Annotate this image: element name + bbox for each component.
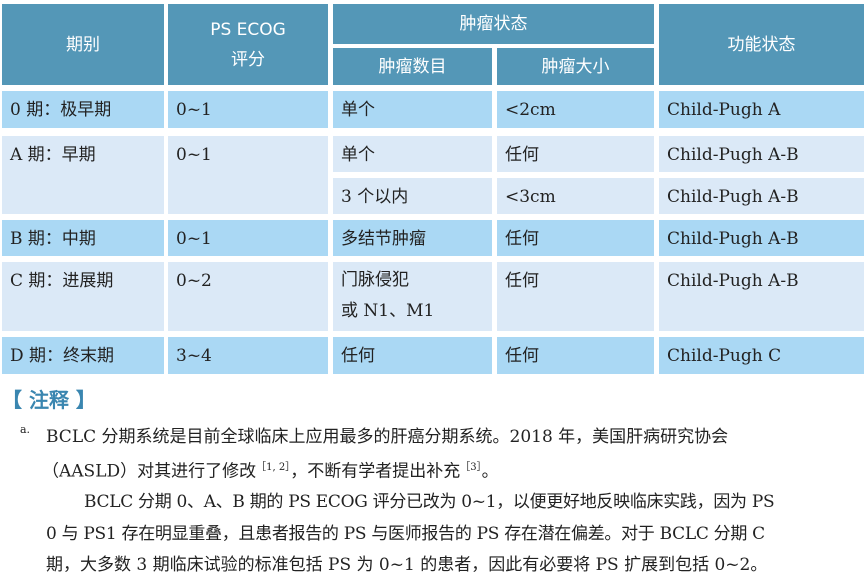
note-text: ，不断有学者提出补充	[290, 461, 461, 482]
header-tumor-size: 肿瘤大小	[497, 48, 654, 85]
cell-count: 门脉侵犯或 N1、M1	[333, 262, 492, 331]
cell-count: 单个	[333, 91, 492, 128]
cell-count-line2: 或 N1、M1	[341, 301, 435, 321]
note-text: 。	[481, 461, 499, 482]
header-tumor-status: 肿瘤状态	[333, 4, 654, 44]
cell-count: 多结节肿瘤	[333, 220, 492, 256]
cell-function: Child-Pugh A-B	[659, 262, 864, 331]
cell-count: 单个	[333, 136, 492, 172]
header-ps-line1: PS ECOG	[210, 19, 286, 40]
citation: ［1, 2］	[256, 462, 291, 473]
header-tumor-count: 肿瘤数目	[333, 48, 492, 85]
cell-function: Child-Pugh C	[659, 337, 864, 374]
cell-ps: 0~2	[168, 262, 328, 331]
note-p1-line1: BCLC 分期系统是目前全球临床上应用最多的肝癌分期系统。2018 年，美国肝病…	[46, 427, 729, 447]
note-p2-line2: 0 与 PS1 存在明显重叠，且患者报告的 PS 与医师报告的 PS 存在潜在偏…	[46, 524, 765, 544]
header-stage: 期别	[2, 4, 164, 85]
cell-size: <2cm	[497, 91, 654, 128]
cell-size: 任何	[497, 262, 654, 331]
cell-size: 任何	[497, 136, 654, 172]
cell-ps: 0~1	[168, 136, 328, 214]
cell-size: 任何	[497, 337, 654, 374]
cell-size: 任何	[497, 220, 654, 256]
cell-function: Child-Pugh A-B	[659, 220, 864, 256]
cell-stage: A 期：早期	[2, 136, 164, 214]
header-function: 功能状态	[659, 4, 864, 85]
notes-title: 【 注释 】	[2, 388, 96, 412]
note-p2-line3: 期，大多数 3 期临床试验的标准包括 PS 为 0~1 的患者，因此有必要将 P…	[46, 555, 768, 575]
cell-stage: D 期：终末期	[2, 337, 164, 374]
cell-stage: B 期：中期	[2, 220, 164, 256]
cell-count: 任何	[333, 337, 492, 374]
cell-function: Child-Pugh A	[659, 91, 864, 128]
cell-count-line1: 门脉侵犯	[341, 270, 409, 290]
cell-ps: 3~4	[168, 337, 328, 374]
header-ps-line2: 评分	[231, 49, 265, 70]
cell-ps: 0~1	[168, 91, 328, 128]
cell-count: 3 个以内	[333, 178, 492, 214]
cell-function: Child-Pugh A-B	[659, 178, 864, 214]
note-p1-line2: （AASLD）对其进行了修改［1, 2］，不断有学者提出补充［3］。	[42, 452, 499, 488]
note-text: （AASLD）对其进行了修改	[42, 461, 257, 482]
cell-stage: C 期：进展期	[2, 262, 164, 331]
note-marker: a.	[20, 423, 31, 436]
cell-function: Child-Pugh A-B	[659, 136, 864, 172]
cell-stage: 0 期：极早期	[2, 91, 164, 128]
note-p2-line1: BCLC 分期 0、A、B 期的 PS ECOG 评分已改为 0~1，以便更好地…	[84, 492, 775, 512]
cell-size: <3cm	[497, 178, 654, 214]
header-ps: PS ECOG 评分	[168, 4, 328, 85]
cell-ps: 0~1	[168, 220, 328, 256]
citation: ［3］	[460, 462, 482, 473]
